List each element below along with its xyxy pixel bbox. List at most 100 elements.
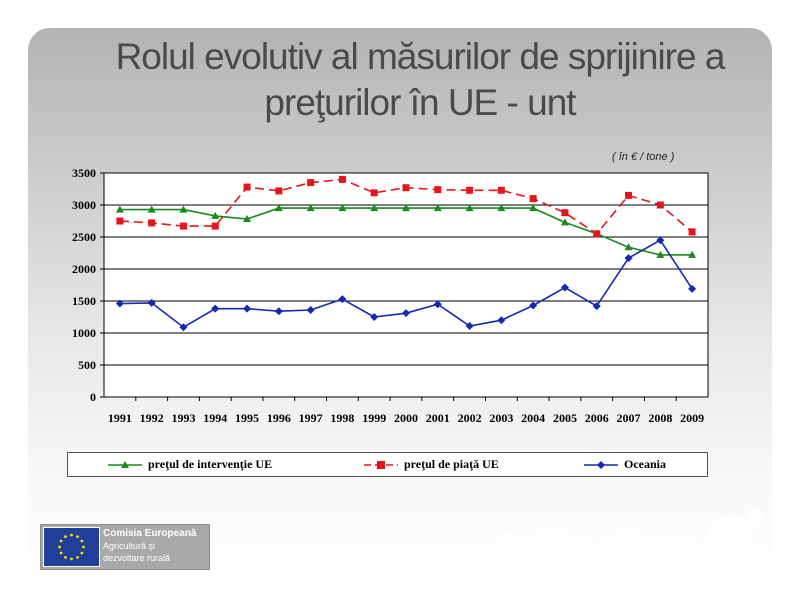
commission-logo: Comisia Europeană Agricultură şi dezvolt… bbox=[40, 524, 210, 570]
legend-item-interventie: preţul de intervenţie UE bbox=[108, 453, 272, 476]
title-line-2: preţurilor în UE - unt bbox=[264, 82, 576, 123]
eu-star-icon bbox=[64, 535, 67, 538]
point-piata-1998 bbox=[338, 175, 346, 183]
eu-flag-icon bbox=[43, 527, 100, 567]
point-piata-2005 bbox=[561, 209, 569, 217]
slide-title: Rolul evolutiv al măsurilor de sprijinir… bbox=[60, 34, 780, 126]
x-tick-label-2009: 2009 bbox=[680, 411, 704, 425]
point-piata-2001 bbox=[434, 186, 442, 194]
y-tick-label-3000: 3000 bbox=[72, 198, 96, 212]
point-interventie-2001 bbox=[433, 204, 442, 212]
point-oceania-2001 bbox=[433, 300, 442, 309]
legend-label-interventie: preţul de intervenţie UE bbox=[148, 457, 273, 471]
point-oceania-2006 bbox=[592, 302, 601, 311]
point-oceania-2003 bbox=[497, 316, 506, 325]
y-tick-label-0: 0 bbox=[90, 390, 96, 404]
point-interventie-1994 bbox=[211, 211, 220, 219]
x-tick-label-1998: 1998 bbox=[330, 411, 354, 425]
x-tick-label-1991: 1991 bbox=[108, 411, 132, 425]
point-oceania-1991 bbox=[115, 299, 124, 308]
point-interventie-2000 bbox=[402, 204, 410, 212]
point-piata-1992 bbox=[148, 219, 156, 227]
eu-star-icon bbox=[80, 551, 84, 555]
eu-star-icon bbox=[70, 533, 73, 537]
point-piata-2004 bbox=[529, 195, 537, 203]
point-piata-1995 bbox=[243, 183, 251, 191]
point-interventie-1993 bbox=[179, 205, 188, 213]
y-tick-label-1500: 1500 bbox=[72, 294, 96, 308]
eu-star-icon bbox=[59, 551, 63, 555]
legend-item-piata: preţul de piaţă UE bbox=[364, 453, 499, 476]
logo-org: Comisia Europeană bbox=[103, 528, 197, 539]
point-oceania-2008 bbox=[656, 236, 665, 245]
x-tick-label-2001: 2001 bbox=[426, 411, 450, 425]
point-interventie-1999 bbox=[370, 204, 379, 212]
point-oceania-1994 bbox=[211, 304, 220, 313]
point-interventie-2003 bbox=[497, 204, 506, 212]
point-oceania-1999 bbox=[370, 313, 379, 321]
point-piata-1991 bbox=[116, 217, 124, 225]
point-interventie-2008 bbox=[656, 250, 665, 258]
x-tick-label-2003: 2003 bbox=[489, 411, 513, 425]
point-oceania-1993 bbox=[179, 323, 188, 332]
y-tick-label-2000: 2000 bbox=[72, 262, 96, 276]
point-interventie-2004 bbox=[529, 204, 538, 212]
point-oceania-1996 bbox=[274, 307, 283, 316]
point-piata-2000 bbox=[402, 184, 410, 192]
point-piata-1996 bbox=[275, 187, 283, 195]
x-tick-label-2006: 2006 bbox=[585, 411, 609, 425]
y-tick-label-500: 500 bbox=[78, 358, 96, 372]
x-tick-label-2005: 2005 bbox=[553, 411, 577, 425]
point-oceania-2000 bbox=[402, 309, 410, 318]
point-piata-2006 bbox=[593, 230, 601, 238]
point-piata-1999 bbox=[370, 189, 378, 197]
eu-star-icon bbox=[58, 545, 61, 549]
point-oceania-2009 bbox=[688, 284, 697, 293]
x-tick-label-2000: 2000 bbox=[394, 411, 418, 425]
eu-star-icon bbox=[76, 556, 79, 559]
logo-dept-line-2: dezvoltare rurală bbox=[103, 553, 171, 563]
point-interventie-2002 bbox=[465, 204, 474, 212]
x-tick-label-1999: 1999 bbox=[362, 411, 386, 425]
x-tick-label-1995: 1995 bbox=[235, 411, 259, 425]
x-tick-label-2008: 2008 bbox=[648, 411, 672, 425]
x-tick-label-1993: 1993 bbox=[171, 411, 195, 425]
x-tick-label-1996: 1996 bbox=[267, 411, 291, 425]
point-piata-1993 bbox=[179, 222, 187, 230]
x-tick-label-2004: 2004 bbox=[521, 411, 545, 425]
logo-dept-line-1: Agricultură şi bbox=[103, 541, 156, 551]
point-piata-1994 bbox=[211, 222, 219, 230]
point-interventie-1998 bbox=[338, 204, 347, 212]
unit-note: ( în € / tone ) bbox=[612, 151, 675, 163]
eu-star-icon bbox=[80, 539, 84, 543]
point-oceania-2004 bbox=[529, 301, 538, 310]
point-oceania-1997 bbox=[306, 305, 315, 314]
point-interventie-2005 bbox=[560, 218, 569, 226]
eu-star-icon bbox=[70, 557, 73, 561]
point-piata-2008 bbox=[656, 201, 664, 209]
point-oceania-1995 bbox=[243, 304, 252, 313]
title-line-1: Rolul evolutiv al măsurilor de sprijinir… bbox=[115, 36, 726, 77]
legend-swatch-piata bbox=[364, 460, 398, 469]
point-interventie-2009 bbox=[688, 250, 697, 258]
eu-star-icon bbox=[76, 535, 79, 538]
legend-label-oceania: Oceania bbox=[624, 457, 666, 471]
y-tick-label-3500: 3500 bbox=[72, 166, 96, 180]
eu-star-icon bbox=[59, 539, 63, 543]
point-interventie-1996 bbox=[274, 204, 283, 212]
farm-animals-silhouette-icon bbox=[498, 509, 763, 567]
logo-text: Comisia Europeană Agricultură şi dezvolt… bbox=[103, 528, 196, 564]
point-interventie-1991 bbox=[115, 205, 124, 213]
y-tick-label-2500: 2500 bbox=[72, 230, 96, 244]
legend-label-piata: preţul de piaţă UE bbox=[404, 457, 499, 471]
x-tick-label-1994: 1994 bbox=[203, 411, 227, 425]
point-interventie-1995 bbox=[243, 214, 252, 222]
x-tick-label-2007: 2007 bbox=[617, 411, 641, 425]
point-piata-2007 bbox=[625, 191, 633, 199]
point-oceania-1998 bbox=[338, 295, 347, 304]
y-tick-label-1000: 1000 bbox=[72, 326, 96, 340]
eu-star-icon bbox=[82, 545, 85, 549]
x-tick-label-1992: 1992 bbox=[140, 411, 164, 425]
chart-legend: preţul de intervenţie UE preţul de piaţă… bbox=[67, 452, 708, 477]
